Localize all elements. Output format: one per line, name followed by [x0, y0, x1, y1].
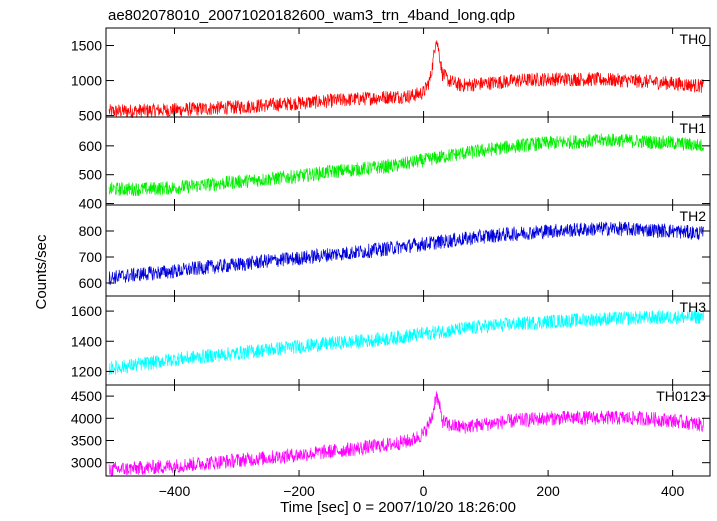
panel-label-th0123: TH0123 [656, 388, 706, 404]
y-tick-label: 500 [79, 108, 103, 124]
x-tick-label: −200 [283, 483, 315, 499]
panel-th0: 500 1000 1500 TH0 [71, 27, 711, 124]
y-tick-label: 500 [79, 167, 103, 183]
x-tick-label: 0 [420, 483, 428, 499]
series-line-th0123 [108, 391, 704, 477]
y-tick-label: 1000 [71, 73, 102, 89]
y-tick-label: 3500 [71, 432, 102, 448]
panel-label-th0: TH0 [680, 31, 707, 47]
y-tick-label: 3000 [71, 455, 102, 471]
panel-frame-th0 [105, 27, 711, 118]
panel-label-th2: TH2 [680, 208, 707, 224]
y-axis-label: Counts/sec [33, 234, 50, 310]
panels-group: 500 1000 1500 TH0 400 500 600 TH1 600 700 800 TH2 12… [71, 27, 711, 499]
y-tick-label: 1500 [71, 38, 102, 54]
x-tick-label: −400 [159, 483, 191, 499]
series-line-th3 [108, 309, 704, 376]
y-tick-label: 1600 [71, 303, 102, 319]
series-line-th0 [108, 40, 704, 119]
panel-label-th3: TH3 [680, 299, 707, 315]
y-tick-label: 400 [79, 196, 103, 212]
y-tick-label: 4000 [71, 410, 102, 426]
y-tick-label: 600 [79, 138, 103, 154]
y-tick-label: 600 [79, 275, 103, 291]
x-tick-label: 200 [536, 483, 560, 499]
y-tick-label: 800 [79, 223, 103, 239]
x-axis-label: Time [sec] 0 = 2007/10/20 18:26:00 [280, 499, 516, 516]
x-tick-label: 400 [661, 483, 685, 499]
y-tick-label: 4500 [71, 388, 102, 404]
panel-frame-th0123 [105, 384, 711, 477]
panel-th1: 400 500 600 TH1 [79, 116, 711, 212]
panel-label-th1: TH1 [680, 120, 707, 136]
chart-title: ae802078010_20071020182600_wam3_trn_4ban… [108, 7, 515, 24]
panel-frame-th2 [105, 204, 711, 297]
series-line-th1 [108, 133, 704, 197]
y-tick-label: 700 [79, 249, 103, 265]
y-tick-label: 1200 [71, 363, 102, 379]
y-tick-label: 1400 [71, 333, 102, 349]
panel-th0123: 3000 3500 4000 4500 TH0123 [71, 384, 711, 477]
panel-th3: 1200 1400 1600 TH3 [71, 295, 711, 386]
series-line-th2 [108, 221, 704, 285]
panel-th2: 600 700 800 TH2 [79, 204, 711, 297]
